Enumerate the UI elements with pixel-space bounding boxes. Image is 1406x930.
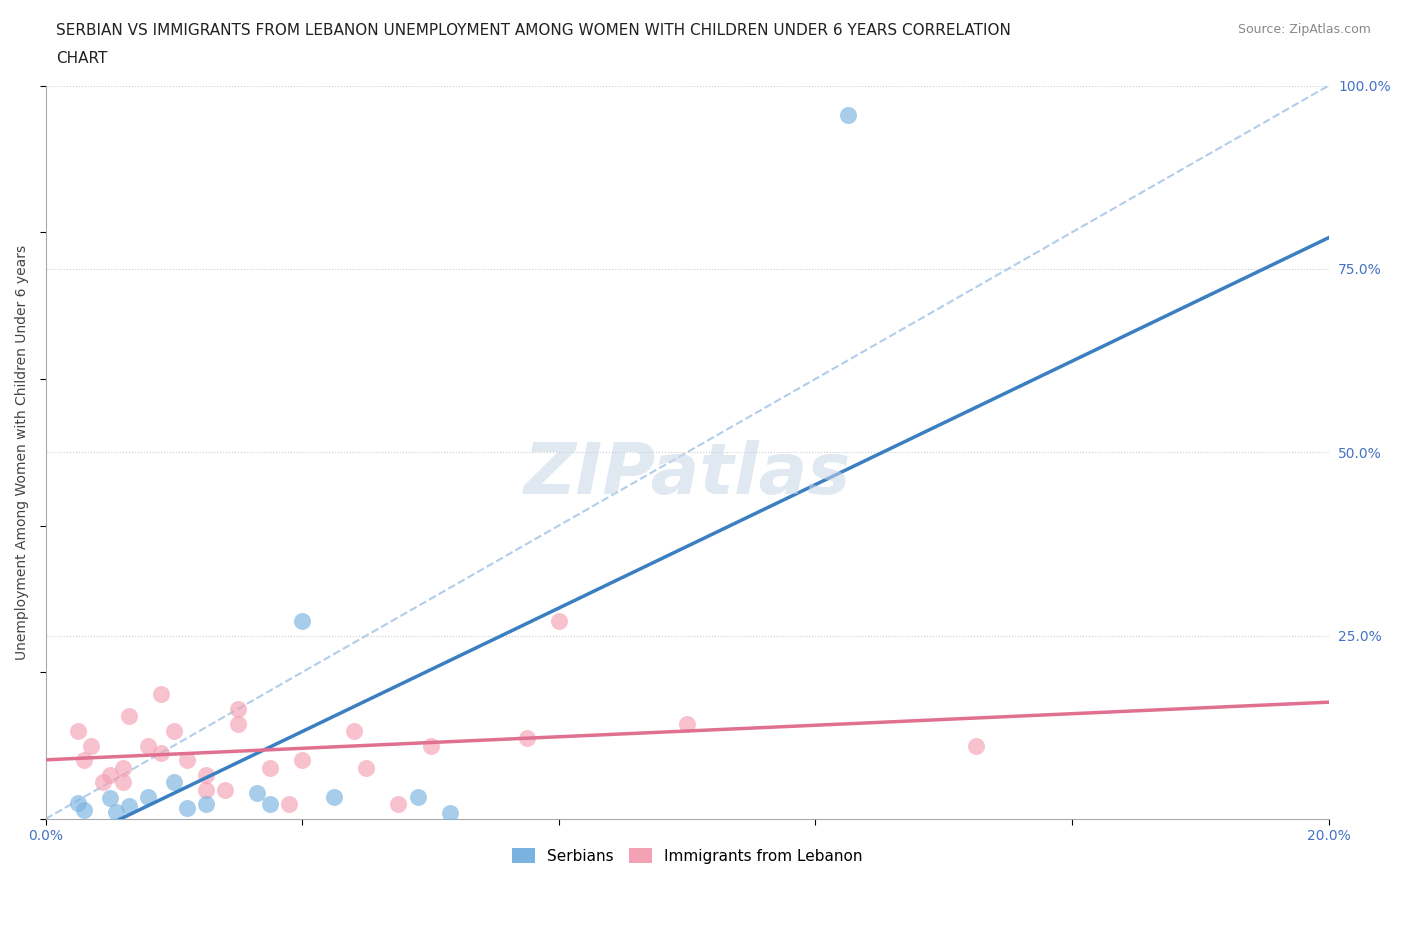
Point (73, 803, 96, 817)
Point (356, 760, 378, 775)
Point (98, 790, 121, 805)
Point (439, 805, 461, 820)
Y-axis label: Unemployment Among Women with Children Under 6 years: Unemployment Among Women with Children U… (15, 245, 30, 659)
Point (246, 786, 269, 801)
Text: Source: ZipAtlas.com: Source: ZipAtlas.com (1237, 23, 1371, 36)
Text: SERBIAN VS IMMIGRANTS FROM LEBANON UNEMPLOYMENT AMONG WOMEN WITH CHILDREN UNDER : SERBIAN VS IMMIGRANTS FROM LEBANON UNEMP… (56, 23, 1011, 38)
Point (195, 767, 218, 782)
Point (111, 775, 134, 790)
Point (66, 724, 89, 738)
Point (118, 798, 141, 813)
Point (259, 797, 281, 812)
Point (176, 801, 198, 816)
Point (226, 716, 249, 731)
Point (406, 790, 429, 804)
Point (387, 797, 409, 812)
Point (105, 804, 128, 819)
Point (163, 724, 186, 738)
Point (150, 686, 173, 701)
Point (837, 108, 859, 123)
Point (419, 738, 441, 753)
Point (676, 716, 699, 731)
Point (66, 795, 89, 810)
Point (342, 724, 364, 738)
Point (79, 738, 101, 753)
Point (278, 797, 301, 812)
Point (136, 790, 159, 804)
Point (226, 701, 249, 716)
Text: ZIPatlas: ZIPatlas (523, 440, 851, 509)
Point (323, 790, 346, 804)
Point (195, 797, 218, 812)
Point (93, 775, 115, 790)
Text: CHART: CHART (56, 51, 108, 66)
Point (136, 738, 159, 753)
Legend: Serbians, Immigrants from Lebanon: Serbians, Immigrants from Lebanon (506, 842, 869, 870)
Point (214, 782, 236, 797)
Point (176, 752, 198, 767)
Point (195, 782, 218, 797)
Point (111, 760, 134, 775)
Point (73, 752, 96, 767)
Point (291, 614, 314, 629)
Point (163, 775, 186, 790)
Point (547, 614, 569, 629)
Point (150, 746, 173, 761)
Point (259, 760, 281, 775)
Point (98, 767, 121, 782)
Point (965, 738, 987, 753)
Point (516, 731, 538, 746)
Point (118, 709, 141, 724)
Point (291, 752, 314, 767)
